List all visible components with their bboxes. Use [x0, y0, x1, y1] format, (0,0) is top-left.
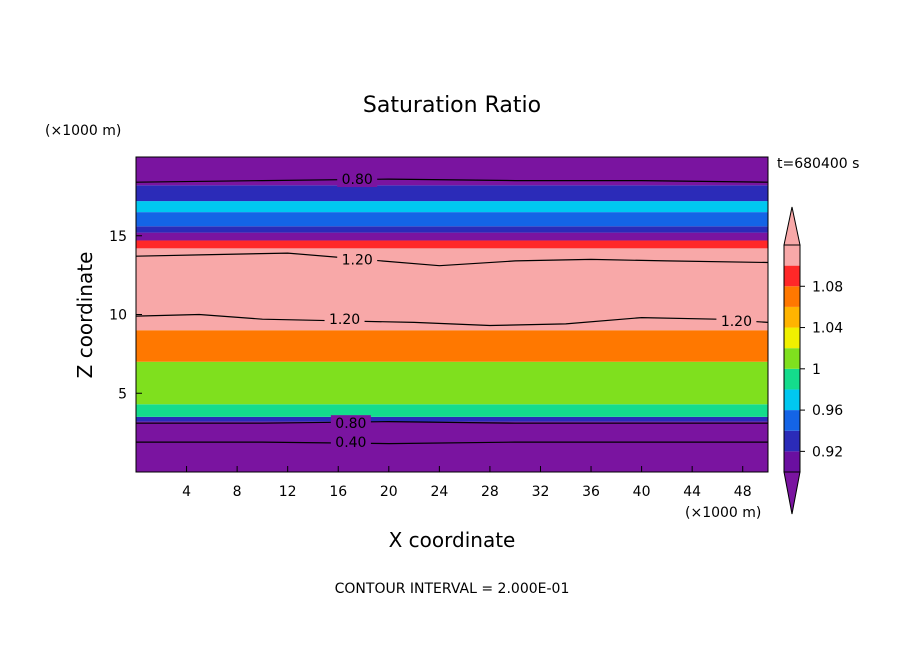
colorbar-segment-7 — [784, 306, 800, 328]
colorbar-frame — [783, 244, 801, 473]
field-band-1 — [136, 416, 768, 422]
contour-line-1 — [136, 252, 768, 267]
colorbar: 1.08 1.04 1 0.96 0.92 — [783, 206, 843, 515]
field-band-6 — [136, 240, 768, 249]
y-tick-label-15: 15 — [109, 229, 127, 245]
x-tick-label-48: 48 — [734, 484, 752, 500]
chart-title: Saturation Ratio — [363, 93, 541, 118]
x-axis-ticks: 4 8 12 16 20 24 28 32 36 40 44 48 — [182, 466, 752, 500]
contour-label-2: 1.20 — [329, 312, 360, 328]
field-band-11 — [136, 185, 768, 202]
contour-label-bg-2 — [324, 311, 365, 328]
x-unit-label: (×1000 m) — [685, 505, 761, 521]
field-band-10 — [136, 201, 768, 213]
colorbar-tick-label-4: 0.92 — [812, 444, 843, 460]
contour-label-4: 0.80 — [335, 416, 366, 432]
x-tick-label-12: 12 — [279, 484, 297, 500]
x-tick-label-4: 4 — [182, 484, 191, 500]
x-tick-label-28: 28 — [481, 484, 499, 500]
y-tick-label-10: 10 — [109, 308, 127, 324]
field-band-8 — [136, 226, 768, 233]
contour-line-3 — [136, 420, 768, 424]
field-band-9 — [136, 212, 768, 227]
y-axis-ticks: 5 10 15 — [109, 229, 142, 402]
colorbar-segment-6 — [784, 327, 800, 349]
contour-label-bg-5 — [330, 434, 371, 451]
x-tick-label-24: 24 — [430, 484, 448, 500]
colorbar-tick-label-2: 1 — [812, 362, 821, 378]
y-tick-label-5: 5 — [118, 386, 127, 402]
colorbar-segment-2 — [784, 410, 800, 431]
field-band-5 — [136, 248, 768, 331]
colorbar-segment-9 — [784, 265, 800, 287]
colorbar-under-arrow — [783, 471, 801, 515]
contour-label-1: 1.20 — [342, 252, 373, 268]
colorbar-segment-0 — [784, 451, 800, 472]
contour-labels: 0.80 1.20 1.20 1.20 0.80 0.40 — [324, 171, 757, 451]
x-axis-label: X coordinate — [389, 528, 516, 552]
colorbar-segment-10 — [784, 245, 800, 266]
colorbar-tick-label-3: 0.96 — [812, 403, 843, 419]
contour-label-bg-3 — [716, 312, 757, 329]
contour-line-2 — [136, 313, 768, 327]
colorbar-over-arrow — [783, 206, 801, 246]
contour-label-0: 0.80 — [342, 172, 373, 188]
x-tick-label-36: 36 — [582, 484, 600, 500]
x-tick-label-44: 44 — [683, 484, 701, 500]
field-band-2 — [136, 404, 768, 417]
contour-label-5: 0.40 — [335, 435, 366, 451]
colorbar-segment-1 — [784, 430, 800, 452]
field-band-4 — [136, 330, 768, 362]
y-axis-label: Z coordinate — [73, 252, 97, 379]
saturation-field — [136, 157, 768, 472]
contour-interval-note: CONTOUR INTERVAL = 2.000E-01 — [335, 581, 570, 597]
colorbar-segment-5 — [784, 348, 800, 369]
x-tick-label-32: 32 — [532, 484, 550, 500]
contour-line-4 — [136, 441, 768, 445]
contour-label-bg-4 — [330, 415, 371, 432]
contour-label-bg-0 — [337, 171, 378, 188]
field-band-7 — [136, 232, 768, 241]
colorbar-tick-label-1: 1.04 — [812, 321, 843, 337]
x-tick-label-40: 40 — [633, 484, 651, 500]
colorbar-segment-3 — [784, 389, 800, 411]
x-tick-label-8: 8 — [233, 484, 242, 500]
x-tick-label-20: 20 — [380, 484, 398, 500]
contour-label-bg-1 — [337, 251, 378, 268]
x-tick-label-16: 16 — [329, 484, 347, 500]
colorbar-segment-8 — [784, 286, 800, 307]
time-label: t=680400 s — [777, 156, 859, 172]
colorbar-tick-label-0: 1.08 — [812, 279, 843, 295]
contour-lines — [136, 178, 768, 445]
contour-label-3: 1.20 — [721, 314, 752, 330]
contour-line-0 — [136, 178, 768, 183]
field-band-0 — [136, 421, 768, 472]
field-band-3 — [136, 361, 768, 405]
colorbar-segment-4 — [784, 368, 800, 390]
y-unit-label: (×1000 m) — [45, 123, 121, 139]
